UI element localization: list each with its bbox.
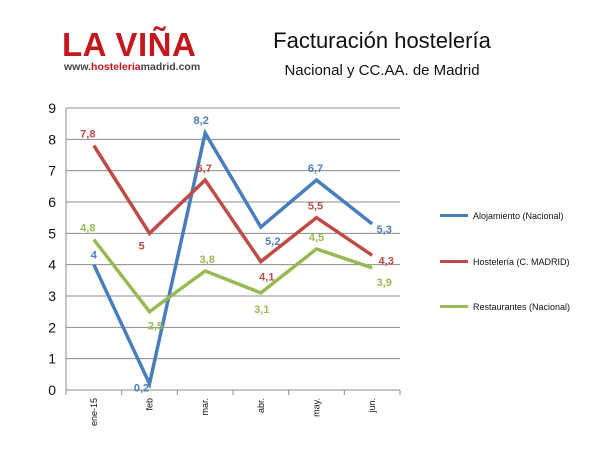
y-tick-label: 4 bbox=[48, 257, 56, 273]
data-label: 5,5 bbox=[308, 201, 323, 213]
logo-url-suffix: madrid.com bbox=[140, 61, 201, 73]
y-tick-label: 8 bbox=[48, 131, 56, 147]
data-label: 5,3 bbox=[377, 224, 392, 236]
data-label: 4,1 bbox=[259, 272, 274, 284]
legend-swatch bbox=[440, 214, 468, 217]
y-tick-label: 5 bbox=[48, 225, 56, 241]
y-tick-label: 3 bbox=[48, 288, 56, 304]
data-label: 0,2 bbox=[134, 383, 149, 395]
data-label: 4,8 bbox=[80, 223, 95, 235]
data-label: 6,7 bbox=[197, 163, 212, 175]
data-label: 8,2 bbox=[194, 115, 209, 127]
data-label: 5 bbox=[138, 240, 144, 252]
x-tick-label: mar. bbox=[200, 398, 210, 416]
logo: LA VIÑA bbox=[62, 26, 197, 63]
series-line bbox=[92, 144, 374, 265]
data-label: 6,7 bbox=[308, 163, 323, 175]
data-label: 5,2 bbox=[265, 236, 280, 248]
data-label: 7,8 bbox=[80, 129, 95, 141]
x-tick-label: ene-15 bbox=[89, 398, 99, 426]
data-label: 4,3 bbox=[379, 255, 394, 267]
data-label: 3,1 bbox=[254, 304, 269, 316]
series-line bbox=[92, 238, 373, 315]
logo-url-prefix: www. bbox=[64, 61, 92, 73]
logo-url: www.hosteleriamadrid.com bbox=[64, 62, 200, 73]
chart-title: Facturación hostelería bbox=[273, 28, 491, 53]
legend-label: Restaurantes (Nacional) bbox=[473, 302, 571, 312]
legend-swatch bbox=[440, 305, 468, 308]
y-tick-label: 1 bbox=[48, 351, 56, 367]
logo-url-highlight: hosteleria bbox=[91, 61, 141, 73]
y-tick-label: 7 bbox=[48, 163, 56, 179]
x-tick-label: abr. bbox=[256, 398, 266, 413]
data-label: 4 bbox=[91, 250, 98, 262]
x-tick-label: jun. bbox=[367, 398, 377, 414]
data-label: 3,8 bbox=[200, 254, 215, 266]
series-line bbox=[92, 128, 374, 390]
chart-subtitle: Nacional y CC.AA. de Madrid bbox=[284, 62, 480, 79]
data-label: 4,5 bbox=[309, 232, 324, 244]
y-tick-label: 9 bbox=[48, 100, 56, 116]
legend-label: Alojamiento (Nacional) bbox=[473, 211, 564, 221]
y-tick-label: 0 bbox=[48, 382, 56, 398]
legend-swatch bbox=[440, 260, 468, 263]
x-tick-label: may. bbox=[312, 398, 322, 417]
data-label: 3,9 bbox=[377, 277, 392, 289]
y-tick-label: 2 bbox=[48, 319, 56, 335]
data-label: 2,5 bbox=[148, 321, 163, 333]
x-tick-label: feb bbox=[145, 398, 155, 411]
y-tick-label: 6 bbox=[48, 194, 56, 210]
legend-label: Hostelería (C. MADRID) bbox=[473, 257, 570, 267]
